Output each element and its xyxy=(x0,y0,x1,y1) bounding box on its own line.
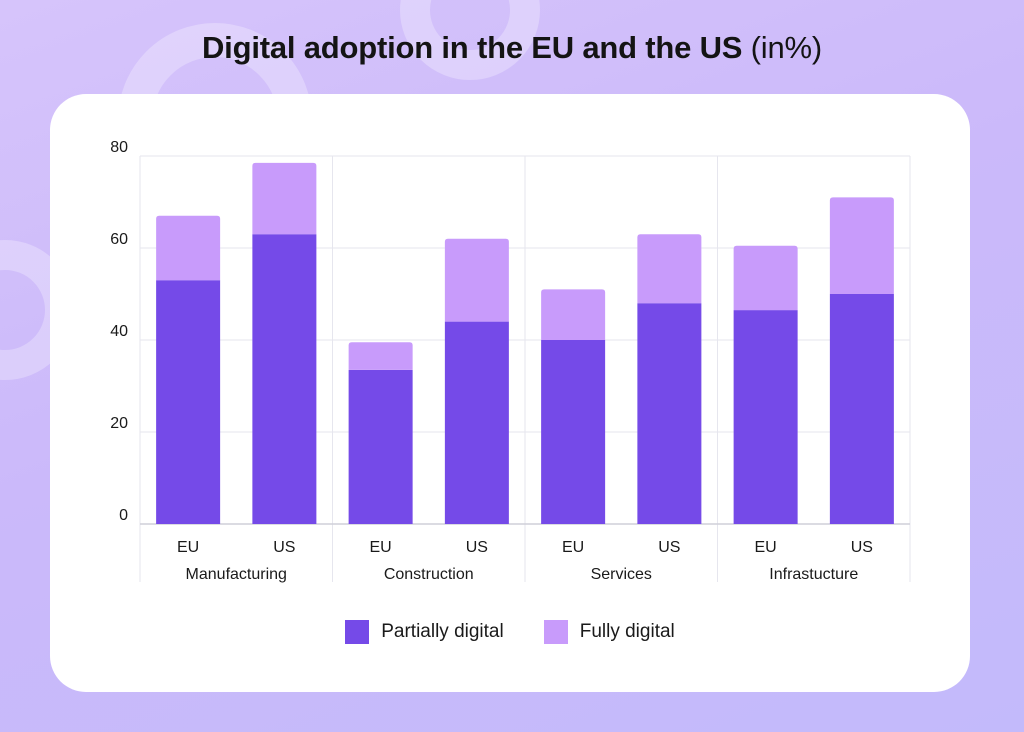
x-tick-label-us: US xyxy=(273,539,295,556)
chart-title-unit: (in%) xyxy=(750,30,823,65)
chart-title-main: Digital adoption in the EU and the US xyxy=(201,30,743,65)
legend-swatch-fully-digital xyxy=(543,620,568,644)
x-tick-label-eu: EU xyxy=(177,539,199,556)
group-label-infrastucture: Infrastucture xyxy=(769,566,858,583)
x-tick-label-eu: EU xyxy=(370,539,392,556)
y-tick-label-0: 0 xyxy=(119,507,128,524)
y-tick-label-40: 40 xyxy=(110,323,128,340)
stacked-bar-chart: 0 20 40 60 80 EU US Manufacturing EU US Constructi… xyxy=(110,139,911,583)
legend-item-fully-digital: Fully digital xyxy=(543,620,675,644)
legend-swatch-partially-digital xyxy=(345,620,370,644)
group-label-construction: Construction xyxy=(384,566,474,583)
bar-partially-digital-manufacturing-eu xyxy=(156,280,221,524)
chart-title: Digital adoption in the EU and the US (i… xyxy=(0,30,1024,66)
bar-fully-digital-services-eu xyxy=(541,289,606,340)
x-tick-label-eu: EU xyxy=(562,539,584,556)
x-tick-label-eu: EU xyxy=(755,539,777,556)
bar-fully-digital-construction-eu xyxy=(348,342,413,370)
group-label-manufacturing: Manufacturing xyxy=(186,566,287,583)
bar-fully-digital-infrastucture-us xyxy=(829,197,894,294)
bar-fully-digital-infrastucture-eu xyxy=(733,245,798,311)
bar-partially-digital-manufacturing-us xyxy=(252,234,317,524)
bar-partially-digital-construction-us xyxy=(444,321,509,524)
y-tick-label-20: 20 xyxy=(110,415,128,432)
x-tick-label-us: US xyxy=(466,539,488,556)
bar-fully-digital-manufacturing-us xyxy=(252,162,317,235)
bar-partially-digital-services-eu xyxy=(541,340,606,524)
x-tick-label-us: US xyxy=(658,539,680,556)
y-tick-label-60: 60 xyxy=(110,231,128,248)
bar-fully-digital-manufacturing-eu xyxy=(156,215,221,281)
legend: Partially digital Fully digital xyxy=(50,620,970,644)
bar-partially-digital-services-us xyxy=(637,303,702,524)
bar-partially-digital-infrastucture-eu xyxy=(733,310,798,524)
bar-fully-digital-construction-us xyxy=(444,238,509,322)
chart-card: 0 20 40 60 80 EU US Manufacturing EU US Constructi… xyxy=(50,94,970,692)
legend-item-partially-digital: Partially digital xyxy=(345,620,504,644)
bar-partially-digital-construction-eu xyxy=(348,369,413,524)
bar-partially-digital-infrastucture-us xyxy=(829,294,894,524)
y-tick-label-80: 80 xyxy=(110,139,128,156)
legend-label-fully-digital: Fully digital xyxy=(579,621,675,642)
legend-label-partially-digital: Partially digital xyxy=(381,621,504,642)
x-tick-label-us: US xyxy=(851,539,873,556)
group-label-services: Services xyxy=(591,566,652,583)
bar-fully-digital-services-us xyxy=(637,234,702,304)
